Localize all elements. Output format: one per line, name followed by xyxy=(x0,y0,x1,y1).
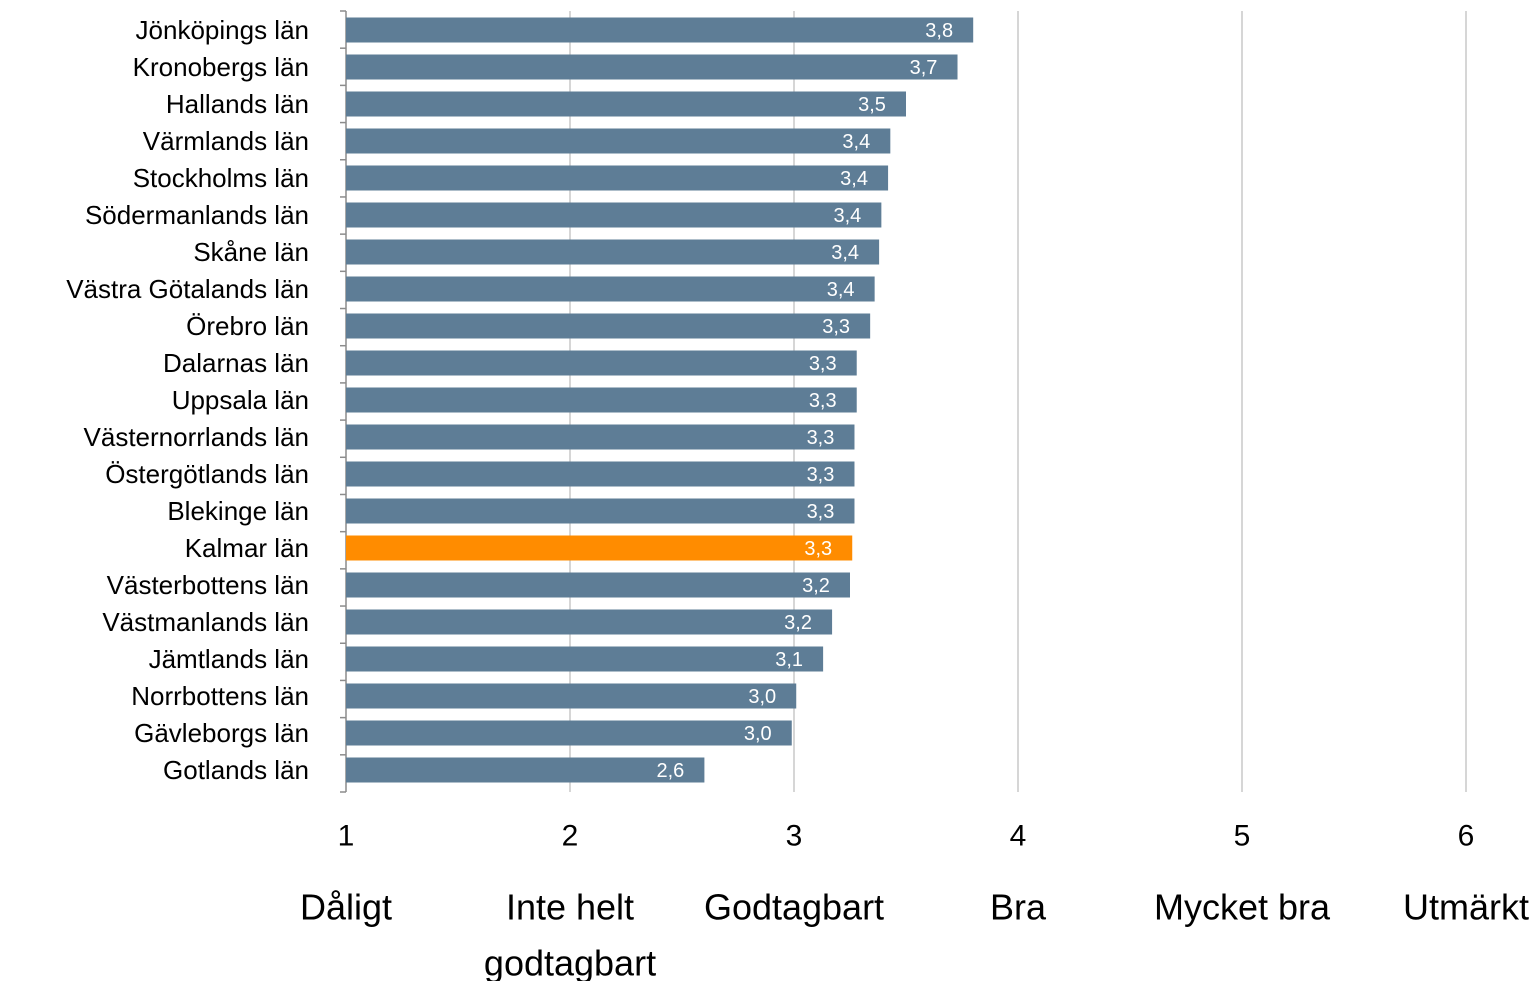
category-label-hallands-lan: Hallands län xyxy=(166,89,309,119)
value-label-jamtlands-lan: 3,1 xyxy=(775,649,803,671)
bar-blekinge-lan xyxy=(346,498,855,524)
bar-kronobergs-lan xyxy=(346,54,958,80)
value-label-dalarnas-lan: 3,3 xyxy=(809,353,837,375)
category-axis xyxy=(340,10,347,793)
value-label-orebro-lan: 3,3 xyxy=(822,316,850,338)
category-label-skane-lan: Skåne län xyxy=(193,237,309,267)
value-label-gavleborgs-lan: 3,0 xyxy=(744,723,772,745)
rating-label-1: Dåligt xyxy=(300,887,392,928)
bar-orebro-lan xyxy=(346,313,871,339)
bar-uppsala-lan xyxy=(346,387,857,413)
category-label-norrbottens-lan: Norrbottens län xyxy=(131,681,309,711)
value-label-varmlands-lan: 3,4 xyxy=(842,131,870,153)
x-tick-label-2: 2 xyxy=(562,820,579,853)
value-label-vasterbottens-lan: 3,2 xyxy=(802,575,830,597)
bar-gavleborgs-lan xyxy=(346,720,792,746)
value-label-sodermanlands-lan: 3,4 xyxy=(833,205,861,227)
bar-jamtlands-lan xyxy=(346,646,824,672)
category-label-uppsala-lan: Uppsala län xyxy=(172,385,309,415)
value-label-stockholms-lan: 3,4 xyxy=(840,168,868,190)
x-tick-label-3: 3 xyxy=(786,820,803,853)
category-label-vasterbottens-lan: Västerbottens län xyxy=(107,570,309,600)
rating-scale-labels: Dåligt Inte helt godtagbart Godtagbart Bra My… xyxy=(300,887,1529,981)
value-label-ostergotlands-lan: 3,3 xyxy=(807,464,835,486)
bar-vasterbottens-lan xyxy=(346,572,850,598)
rating-label-5: Mycket bra xyxy=(1154,887,1331,928)
category-label-blekinge-lan: Blekinge län xyxy=(167,496,309,526)
value-label-vastmanlands-lan: 3,2 xyxy=(784,612,812,634)
value-label-skane-lan: 3,4 xyxy=(831,242,859,264)
bars xyxy=(346,17,974,783)
bar-jonkopings-lan xyxy=(346,17,974,43)
bar-sodermanlands-lan xyxy=(346,202,882,228)
category-label-vasternorrlands-lan: Västernorrlands län xyxy=(84,422,309,452)
rating-label-4: Bra xyxy=(990,887,1047,928)
x-tick-labels: 1 2 3 4 5 6 xyxy=(338,820,1475,853)
value-label-kronobergs-lan: 3,7 xyxy=(910,57,938,79)
value-labels: 3,8 3,7 3,5 3,4 3,4 3,4 3,4 3,4 3,3 3,3 3,3 3,3 3,3 3… xyxy=(656,20,953,782)
category-label-gotlands-lan: Gotlands län xyxy=(163,755,309,785)
category-label-jonkopings-lan: Jönköpings län xyxy=(136,15,309,45)
category-labels: Jönköpings län Kronobergs län Hallands län… xyxy=(66,15,309,785)
x-tick-label-1: 1 xyxy=(338,820,355,853)
rating-label-2: godtagbart xyxy=(484,943,656,981)
bar-gotlands-lan xyxy=(346,757,705,783)
value-label-vasternorrlands-lan: 3,3 xyxy=(807,427,835,449)
value-label-kalmar-lan: 3,3 xyxy=(804,538,832,560)
value-label-uppsala-lan: 3,3 xyxy=(809,390,837,412)
bar-ostergotlands-lan xyxy=(346,461,855,487)
rating-label-6: Utmärkt xyxy=(1403,887,1529,928)
category-label-vastmanlands-lan: Västmanlands län xyxy=(102,607,309,637)
bar-skane-lan xyxy=(346,239,880,265)
value-label-gotlands-lan: 2,6 xyxy=(656,760,684,782)
bar-vastra-gotalands-lan xyxy=(346,276,875,302)
category-label-kalmar-lan: Kalmar län xyxy=(185,533,309,563)
bar-hallands-lan xyxy=(346,91,906,117)
value-label-vastra-gotalands-lan: 3,4 xyxy=(827,279,855,301)
value-label-hallands-lan: 3,5 xyxy=(858,94,886,116)
value-label-norrbottens-lan: 3,0 xyxy=(748,686,776,708)
category-label-varmlands-lan: Värmlands län xyxy=(143,126,309,156)
category-label-jamtlands-lan: Jämtlands län xyxy=(149,644,309,674)
category-label-dalarnas-lan: Dalarnas län xyxy=(163,348,309,378)
x-tick-label-4: 4 xyxy=(1010,820,1027,853)
category-label-stockholms-lan: Stockholms län xyxy=(133,163,309,193)
category-label-kronobergs-lan: Kronobergs län xyxy=(133,52,309,82)
category-label-vastra-gotalands-lan: Västra Götalands län xyxy=(66,274,309,304)
category-label-gavleborgs-lan: Gävleborgs län xyxy=(134,718,309,748)
x-tick-label-5: 5 xyxy=(1234,820,1251,853)
category-label-orebro-lan: Örebro län xyxy=(186,311,309,341)
value-label-jonkopings-lan: 3,8 xyxy=(925,20,953,42)
rating-label-2: Inte helt xyxy=(506,887,634,928)
bar-varmlands-lan xyxy=(346,128,891,154)
value-label-blekinge-lan: 3,3 xyxy=(807,501,835,523)
bar-kalmar-lan xyxy=(346,535,853,561)
bar-dalarnas-lan xyxy=(346,350,857,376)
bar-stockholms-lan xyxy=(346,165,889,191)
category-label-ostergotlands-lan: Östergötlands län xyxy=(105,459,309,489)
category-label-sodermanlands-lan: Södermanlands län xyxy=(85,200,309,230)
rating-label-3: Godtagbart xyxy=(704,887,884,928)
x-tick-label-6: 6 xyxy=(1458,820,1475,853)
bar-vasternorrlands-lan xyxy=(346,424,855,450)
bar-vastmanlands-lan xyxy=(346,609,833,635)
bar-norrbottens-lan xyxy=(346,683,797,709)
